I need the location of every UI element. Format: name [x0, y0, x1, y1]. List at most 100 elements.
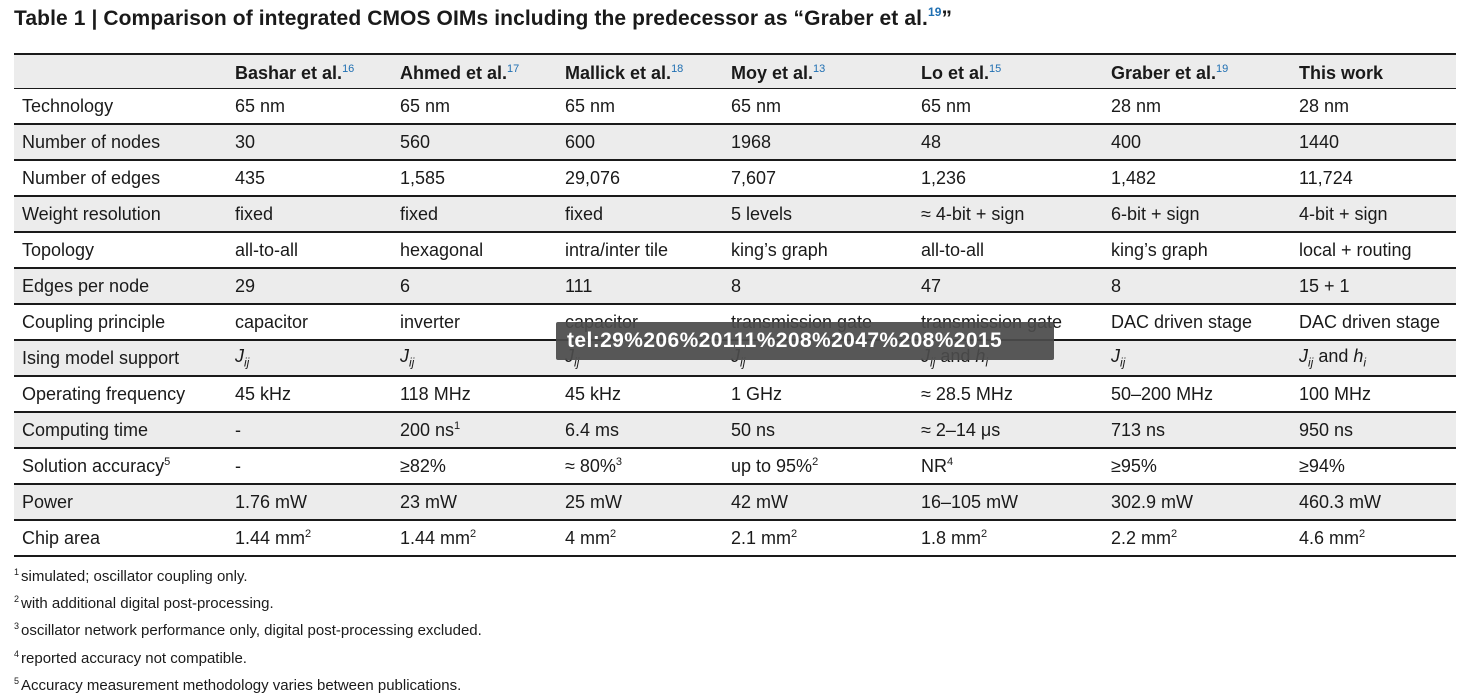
header-cell: Lo et al.15 — [913, 59, 1103, 84]
table-cell: 8 — [1103, 276, 1291, 297]
table-cell: 1.8 mm2 — [913, 528, 1103, 549]
cell-value: 6.4 ms — [565, 419, 620, 440]
table-cell: ≥82% — [392, 456, 557, 477]
table-cell: 28 nm — [1291, 96, 1456, 117]
table-row: Computing time - 200 ns1 6.4 ms 50 ns ≈ 2–14 … — [14, 413, 1456, 449]
cell-value: NR — [921, 455, 947, 476]
cell-value: fixed — [400, 203, 439, 224]
cell-value: 29 — [235, 275, 256, 296]
reference-link[interactable]: 17 — [507, 63, 520, 75]
cell-value: 435 — [235, 167, 266, 188]
cell-value: 1440 — [1299, 131, 1340, 152]
footnote: 5 Accuracy measurement methodology varies… — [14, 670, 482, 697]
table-cell: 200 ns1 — [392, 420, 557, 441]
cell-value: 65 nm — [921, 95, 972, 116]
table-cell: king’s graph — [723, 240, 913, 261]
cell-value: 50 ns — [731, 419, 776, 440]
footnote: 3 oscillator network performance only, di… — [14, 615, 482, 642]
footnote: 1 simulated; oscillator coupling only. — [14, 561, 482, 588]
table-cell: 400 — [1103, 132, 1291, 153]
table-cell: capacitor — [227, 312, 392, 333]
row-label: Edges per node — [14, 276, 227, 297]
table-cell: 6.4 ms — [557, 420, 723, 441]
table-cell: 950 ns — [1291, 420, 1456, 441]
table-cell: 16–105 mW — [913, 492, 1103, 513]
cell-value: - — [235, 419, 241, 440]
table-cell: 7,607 — [723, 168, 913, 189]
table-cell: 29 — [227, 276, 392, 297]
row-label: Computing time — [14, 420, 227, 441]
cell-value: 1.8 mm — [921, 527, 982, 548]
table-cell: up to 95%2 — [723, 456, 913, 477]
table-cell: 713 ns — [1103, 420, 1291, 441]
table-cell: 118 MHz — [392, 384, 557, 405]
cell-value: 460.3 mW — [1299, 491, 1382, 512]
table-cell: 65 nm — [392, 96, 557, 117]
table-row: Technology 65 nm 65 nm 65 nm 65 nm 65 nm 28 nm… — [14, 89, 1456, 125]
cell-value: 16–105 mW — [921, 491, 1019, 512]
cell-value: 111 — [565, 275, 593, 296]
cell-value: 1,585 — [400, 167, 446, 188]
cell-value: 29,076 — [565, 167, 621, 188]
reference-link[interactable]: 19 — [1216, 63, 1229, 75]
table-cell: ≈ 80%3 — [557, 456, 723, 477]
footnote-mark: 1 — [454, 419, 461, 432]
table-cell: 6 — [392, 276, 557, 297]
footnote-text: oscillator network performance only, dig… — [21, 622, 482, 640]
cell-value: 65 nm — [565, 95, 616, 116]
title-reference[interactable]: 19 — [927, 5, 942, 19]
table-cell: 15 + 1 — [1291, 276, 1456, 297]
row-label-text: Chip area — [22, 527, 101, 548]
table-cell: 1,482 — [1103, 168, 1291, 189]
footnote-mark: 5 — [164, 455, 171, 468]
cell-value: capacitor — [235, 311, 309, 332]
cell-value: 4.6 mm — [1299, 527, 1360, 548]
cell-value: king’s graph — [731, 239, 828, 260]
reference-link[interactable]: 16 — [342, 63, 355, 75]
table-cell: all-to-all — [913, 240, 1103, 261]
row-label-text: Number of edges — [22, 167, 161, 188]
cell-value: 28 nm — [1299, 95, 1350, 116]
header-cell: Graber et al.19 — [1103, 59, 1291, 84]
table-cell: 2.1 mm2 — [723, 528, 913, 549]
reference-link[interactable]: 15 — [989, 63, 1002, 75]
footnote-mark: 2 — [1171, 527, 1178, 540]
header-cell: Bashar et al.16 — [227, 59, 392, 84]
row-label-text: Coupling principle — [22, 311, 166, 332]
cell-value: 950 ns — [1299, 419, 1354, 440]
cell-value: 200 ns — [400, 419, 455, 440]
header-cell: This work — [1291, 59, 1456, 84]
footnote-number: 2 — [14, 594, 20, 605]
reference-link[interactable]: 18 — [671, 63, 684, 75]
comparison-table: Bashar et al.16 Ahmed et al.17 Mallick et … — [14, 53, 1456, 557]
table-cell: 50–200 MHz — [1103, 384, 1291, 405]
cell-value: 65 nm — [235, 95, 286, 116]
cell-value: 1.44 mm — [235, 527, 306, 548]
cell-value: 1.44 mm — [400, 527, 471, 548]
header-cell — [14, 70, 227, 74]
table-cell: 45 kHz — [227, 384, 392, 405]
header-label: Moy et al. — [731, 63, 814, 83]
table-cell: 4.6 mm2 — [1291, 528, 1456, 549]
cell-value: 48 — [921, 131, 942, 152]
table-cell: 48 — [913, 132, 1103, 153]
cell-value: 1968 — [731, 131, 772, 152]
table-cell: inverter — [392, 312, 557, 333]
cell-value: - — [235, 455, 241, 476]
table-cell: 65 nm — [557, 96, 723, 117]
footnote-mark: 2 — [1359, 527, 1366, 540]
cell-value: 45 kHz — [565, 383, 622, 404]
footnote-mark: 2 — [305, 527, 312, 540]
cell-value: ≥94% — [1299, 455, 1345, 476]
row-label-text: Operating frequency — [22, 383, 186, 404]
cell-value: DAC driven stage — [1111, 311, 1253, 332]
footnote-mark: 2 — [812, 455, 819, 468]
table-row: Number of edges 435 1,585 29,076 7,607 1,236 1… — [14, 161, 1456, 197]
table-cell: 6-bit + sign — [1103, 204, 1291, 225]
cell-value: Jij and hi — [1299, 346, 1367, 370]
cell-value: 7,607 — [731, 167, 777, 188]
cell-value: Jij — [1111, 346, 1126, 370]
cell-value: 25 mW — [565, 491, 623, 512]
reference-link[interactable]: 13 — [813, 63, 826, 75]
footnote-mark: 2 — [470, 527, 477, 540]
